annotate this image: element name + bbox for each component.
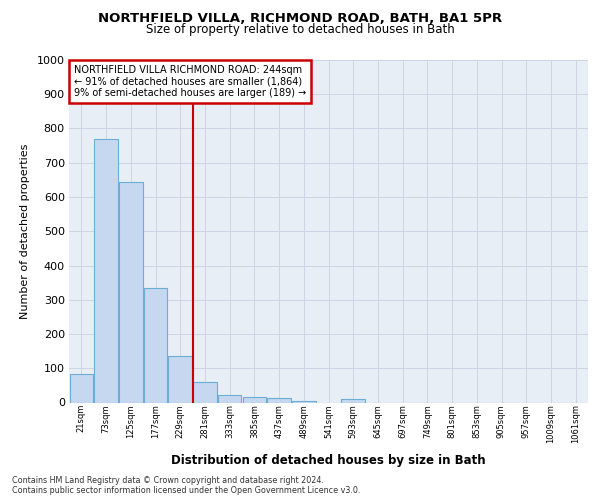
Text: NORTHFIELD VILLA RICHMOND ROAD: 244sqm
← 91% of detached houses are smaller (1,8: NORTHFIELD VILLA RICHMOND ROAD: 244sqm ←… <box>74 65 307 98</box>
X-axis label: Distribution of detached houses by size in Bath: Distribution of detached houses by size … <box>171 454 486 467</box>
Bar <box>70 374 93 402</box>
Bar <box>341 399 365 402</box>
Text: Contains HM Land Registry data © Crown copyright and database right 2024.
Contai: Contains HM Land Registry data © Crown c… <box>12 476 361 495</box>
Text: Size of property relative to detached houses in Bath: Size of property relative to detached ho… <box>146 22 454 36</box>
Bar <box>144 288 167 403</box>
Bar <box>268 398 291 402</box>
Bar <box>169 356 192 403</box>
Bar <box>242 398 266 402</box>
Bar <box>218 394 241 402</box>
Text: NORTHFIELD VILLA, RICHMOND ROAD, BATH, BA1 5PR: NORTHFIELD VILLA, RICHMOND ROAD, BATH, B… <box>98 12 502 26</box>
Bar <box>292 401 316 402</box>
Bar <box>94 139 118 402</box>
Y-axis label: Number of detached properties: Number of detached properties <box>20 144 30 319</box>
Bar <box>193 382 217 402</box>
Bar <box>119 182 143 402</box>
